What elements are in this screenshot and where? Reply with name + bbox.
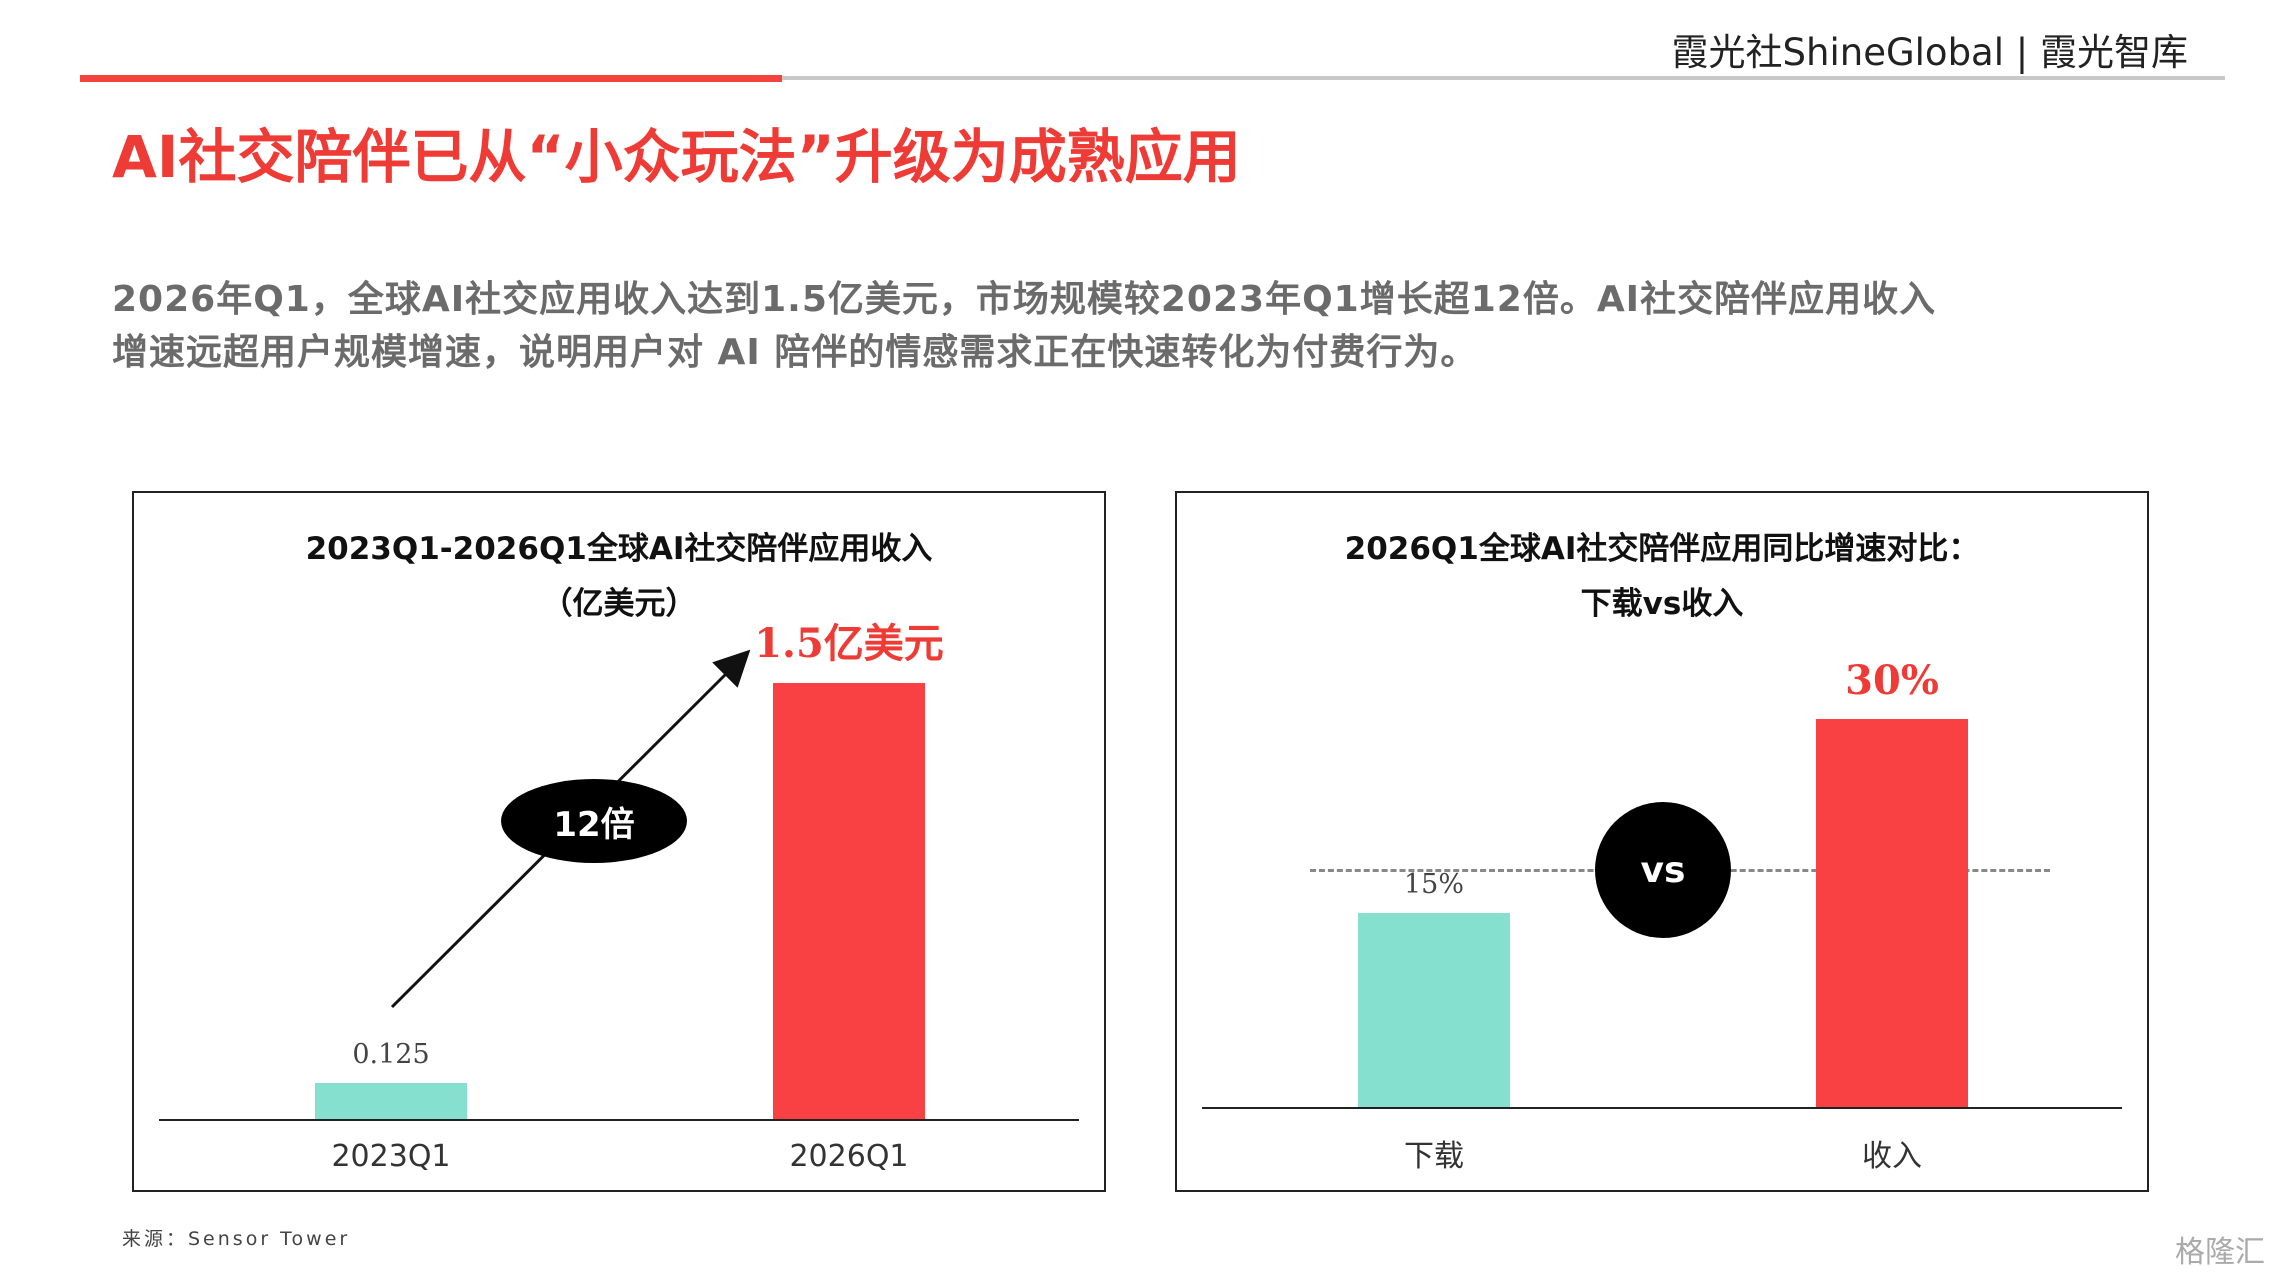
- value-label-2023Q1: 0.125: [352, 1038, 430, 1070]
- description-line-1: 2026年Q1，全球AI社交应用收入达到1.5亿美元，市场规模较2023年Q1增…: [112, 279, 1937, 320]
- brand-header: 霞光社ShineGlobal | 霞光智库: [1671, 31, 2188, 74]
- category-label-下载: 下载: [1404, 1139, 1464, 1174]
- x-axis-line: [1202, 1107, 2122, 1109]
- description-line-2: 增速远超用户规模增速，说明用户对 AI 陪伴的情感需求正在快速转化为付费行为。: [112, 332, 1478, 373]
- header-accent-bar: [80, 75, 782, 82]
- header-divider: [80, 76, 2225, 80]
- chart-subtitle: 下载vs收入: [1580, 586, 1744, 622]
- watermark: 格隆汇: [2175, 1235, 2265, 1270]
- revenue-chart-panel: 2023Q1-2026Q1全球AI社交陪伴应用收入 （亿美元） 12倍 0.12…: [132, 491, 1106, 1192]
- chart-subtitle: （亿美元）: [541, 586, 697, 622]
- chart-title: 2026Q1全球AI社交陪伴应用同比增速对比：: [1344, 531, 1980, 567]
- category-label-2023Q1: 2023Q1: [331, 1139, 451, 1174]
- bar-收入: [1816, 719, 1968, 1107]
- source-note: 来源：Sensor Tower: [122, 1228, 351, 1250]
- category-label-2026Q1: 2026Q1: [789, 1139, 909, 1174]
- chart-title: 2023Q1-2026Q1全球AI社交陪伴应用收入: [305, 531, 933, 567]
- bar-下载: [1358, 913, 1510, 1107]
- bar-2023Q1: [315, 1082, 467, 1119]
- bar-2026Q1: [773, 683, 925, 1119]
- value-label-收入: 30%: [1845, 657, 1939, 704]
- x-axis-line: [159, 1119, 1079, 1121]
- category-label-收入: 收入: [1862, 1139, 1922, 1174]
- growth-multiple-badge: 12倍: [501, 779, 687, 863]
- value-label-2026Q1: 1.5亿美元: [754, 620, 944, 667]
- value-label-下载: 15%: [1403, 869, 1465, 900]
- vs-badge: vs: [1595, 802, 1731, 938]
- page-title: AI社交陪伴已从“小众玩法”升级为成熟应用: [112, 123, 1241, 191]
- growth-comparison-panel: 2026Q1全球AI社交陪伴应用同比增速对比： 下载vs收入 vs 15% 下载 3…: [1175, 491, 2149, 1192]
